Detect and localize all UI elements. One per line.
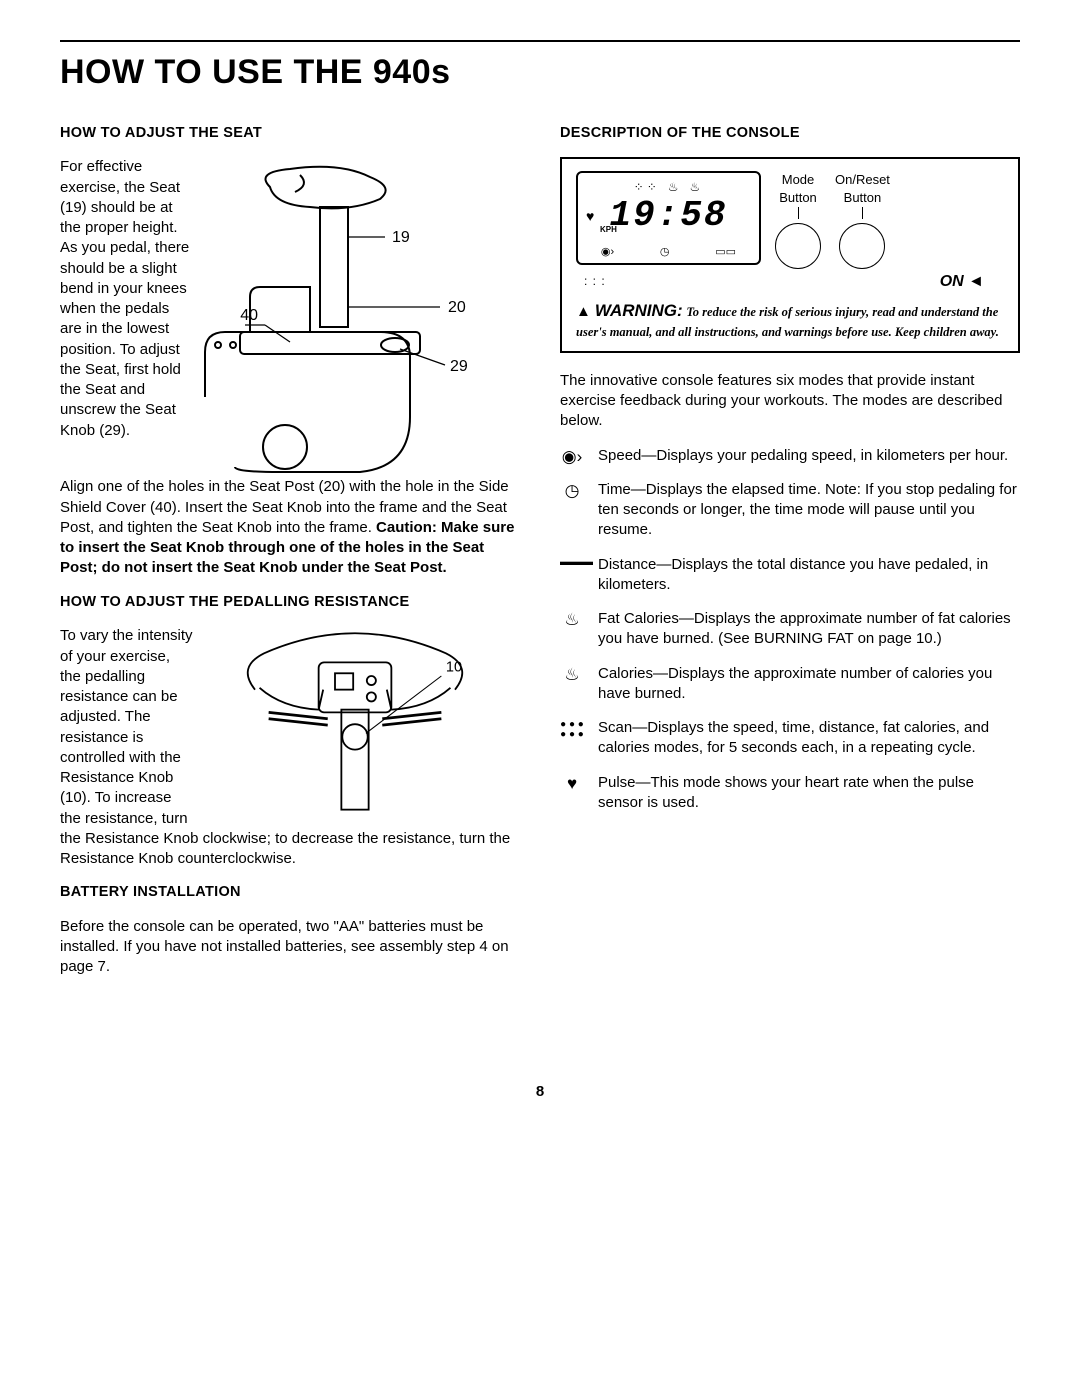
scan-mode-icon: ● ● ●● ● ● — [560, 718, 584, 740]
lcd-bottom-icons: ◉› ◷ ▭▭ — [578, 245, 759, 260]
console-diagram: ⁘⁘ ♨ ♨ ♥ KPH 19:58 ◉› ◷ ▭▭ Mode Button — [560, 157, 1020, 353]
warning-word: WARNING: — [595, 301, 683, 320]
pulse-icon: ♥ — [560, 773, 584, 792]
kph-label: KPH — [600, 225, 617, 236]
mode-row-pulse: ♥ Pulse—This mode shows your heart rate … — [560, 773, 1020, 814]
seat-label-20: 20 — [448, 299, 466, 316]
fat-calories-icon: ♨ — [560, 609, 584, 628]
odometer-icon: ▬▬▬ — [560, 555, 584, 568]
mode-row-scan: ● ● ●● ● ● Scan—Displays the speed, time… — [560, 718, 1020, 759]
seat-block: For effective exercise, the Seat (19) sh… — [60, 157, 520, 477]
seat-para2: Align one of the holes in the Seat Post … — [60, 477, 520, 578]
two-column-layout: HOW TO ADJUST THE SEAT For effective exe… — [60, 124, 1020, 992]
mode-text-pulse: Pulse—This mode shows your heart rate wh… — [598, 773, 1020, 814]
fat-flame-icon: ♨ — [690, 179, 704, 195]
lcd-top-icons: ⁘⁘ ♨ ♨ — [586, 179, 751, 195]
mode-text-distance: Distance—Displays the total distance you… — [598, 555, 1020, 596]
console-warning: ▲WARNING: To reduce the risk of serious … — [576, 300, 1004, 341]
speed-icon: ◉› — [560, 446, 584, 465]
on-reset-button[interactable] — [839, 223, 885, 269]
mode-list: ◉› Speed—Displays your pedaling speed, i… — [560, 446, 1020, 814]
clock-icon: ◷ — [560, 480, 584, 499]
battery-heading: BATTERY INSTALLATION — [60, 883, 520, 903]
seat-label-40: 40 — [240, 307, 258, 324]
mode-row-distance: ▬▬▬ Distance—Displays the total distance… — [560, 555, 1020, 596]
seat-label-19: 19 — [392, 229, 410, 246]
scan-icon: ⁘⁘ — [634, 179, 660, 195]
on-button-block: On/Reset Button — [835, 171, 890, 268]
mode-button[interactable] — [775, 223, 821, 269]
mode-text-cal: Calories—Displays the approximate number… — [598, 664, 1020, 705]
mode-row-fatcal: ♨ Fat Calories—Displays the approximate … — [560, 609, 1020, 650]
lcd-screen: ⁘⁘ ♨ ♨ ♥ KPH 19:58 ◉› ◷ ▭▭ — [576, 171, 761, 265]
page-title: HOW TO USE THE 940s — [60, 50, 1020, 96]
seat-figure: 19 20 40 29 — [200, 157, 520, 477]
mode-text-time: Time—Displays the elapsed time. Note: If… — [598, 480, 1020, 541]
seat-heading: HOW TO ADJUST THE SEAT — [60, 124, 520, 144]
on-label-1: On/Reset — [835, 171, 890, 189]
resistance-figure: 10 — [205, 626, 520, 826]
mode-row-cal: ♨ Calories—Displays the approximate numb… — [560, 664, 1020, 705]
scan-dots-icon: : : : — [584, 273, 606, 289]
battery-para: Before the console can be operated, two … — [60, 917, 520, 978]
top-rule — [60, 40, 1020, 42]
seat-para1: For effective exercise, the Seat (19) sh… — [60, 157, 190, 441]
resistance-para1: To vary the intensity of your exercise, … — [60, 626, 195, 829]
mode-row-time: ◷ Time—Displays the elapsed time. Note: … — [560, 480, 1020, 541]
clock-mini-icon: ◷ — [660, 245, 670, 260]
resistance-label-10: 10 — [446, 660, 462, 676]
console-top-row: ⁘⁘ ♨ ♨ ♥ KPH 19:58 ◉› ◷ ▭▭ Mode Button — [576, 171, 1004, 268]
mode-label-2: Button — [775, 189, 821, 207]
on-indicator-row: : : : ON ◄ — [576, 271, 1004, 293]
console-intro: The innovative console features six mode… — [560, 371, 1020, 432]
resistance-para2: the Resistance Knob clockwise; to decrea… — [60, 829, 520, 870]
mode-button-block: Mode Button — [775, 171, 821, 268]
page-number: 8 — [60, 1082, 1020, 1102]
console-heading: DESCRIPTION OF THE CONSOLE — [560, 124, 1020, 144]
mode-label-1: Mode — [775, 171, 821, 189]
odo-mini-icon: ▭▭ — [715, 245, 736, 260]
resistance-heading: HOW TO ADJUST THE PEDALLING RESISTANCE — [60, 593, 520, 613]
resistance-block: To vary the intensity of your exercise, … — [60, 626, 520, 829]
left-column: HOW TO ADJUST THE SEAT For effective exe… — [60, 124, 520, 992]
flame-icon: ♨ — [668, 179, 682, 195]
mode-row-speed: ◉› Speed—Displays your pedaling speed, i… — [560, 446, 1020, 466]
on-text: ON ◄ — [940, 271, 984, 293]
on-label-2: Button — [835, 189, 890, 207]
mode-text-fatcal: Fat Calories—Displays the approximate nu… — [598, 609, 1020, 650]
calories-icon: ♨ — [560, 664, 584, 683]
mode-text-speed: Speed—Displays your pedaling speed, in k… — [598, 446, 1020, 466]
mode-text-scan: Scan—Displays the speed, time, distance,… — [598, 718, 1020, 759]
seat-label-29: 29 — [450, 358, 468, 375]
warning-triangle-icon: ▲ — [576, 303, 591, 320]
heart-icon: ♥ — [586, 207, 594, 226]
right-column: DESCRIPTION OF THE CONSOLE ⁘⁘ ♨ ♨ ♥ KPH … — [560, 124, 1020, 992]
speed-mini-icon: ◉› — [601, 245, 614, 260]
